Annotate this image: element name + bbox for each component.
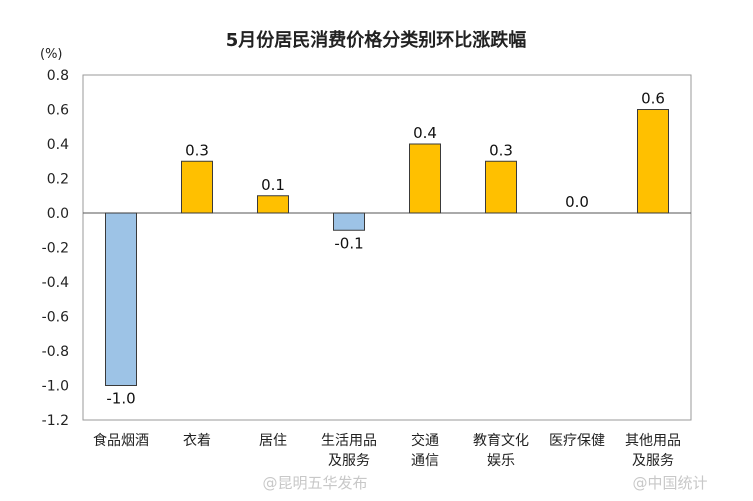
chart-title: 5月份居民消费价格分类别环比涨跌幅	[226, 29, 527, 51]
data-label: -1.0	[106, 390, 135, 408]
watermark: @昆明五华发布	[262, 474, 367, 492]
data-label: 0.3	[185, 141, 209, 159]
y-tick-label: -1.2	[42, 413, 69, 429]
y-tick-label: 0.0	[47, 206, 69, 222]
y-tick-label: 0.8	[47, 68, 69, 84]
bar	[181, 160, 213, 214]
x-tick-label: 教育文化	[473, 433, 529, 449]
x-tick-label: 食品烟酒	[93, 432, 149, 449]
x-tick-label: 医疗保健	[549, 433, 605, 449]
y-tick-label: -0.6	[42, 310, 69, 326]
x-tick-label: 及服务	[632, 453, 674, 469]
y-tick-label: -0.4	[42, 275, 69, 291]
data-label: 0.1	[261, 176, 285, 194]
data-label: 0.4	[413, 124, 437, 142]
bar	[105, 212, 137, 386]
plot-area	[82, 74, 692, 421]
bar	[485, 160, 517, 214]
bars	[105, 109, 669, 386]
y-tick-label: -1.0	[42, 379, 69, 395]
bar	[257, 195, 289, 214]
y-tick-label: 0.2	[47, 172, 69, 188]
bar	[409, 143, 441, 214]
x-tick-label: 生活用品	[321, 433, 377, 449]
x-tick-label: 其他用品	[625, 433, 681, 449]
unit-label: (%)	[40, 47, 63, 62]
y-tick-label: -0.8	[42, 344, 69, 360]
y-tick-label: -0.2	[42, 241, 69, 257]
data-labels: -1.0 0.3 0.1 -0.1 0.4 0.3 0.0 0.6	[106, 90, 665, 408]
bar	[333, 212, 365, 231]
bar	[637, 109, 669, 214]
x-tick-label: 交通	[411, 432, 439, 449]
data-label: 0.3	[489, 141, 513, 159]
y-tick-label: 0.4	[47, 137, 69, 153]
watermark: @中国统计	[632, 474, 707, 492]
watermarks: @昆明五华发布 @中国统计	[262, 474, 707, 492]
data-label: 0.6	[641, 90, 665, 108]
x-tick-label: 居住	[259, 433, 287, 449]
data-label: -0.1	[334, 234, 363, 252]
y-tick-label: 0.6	[47, 103, 69, 119]
x-tick-label: 通信	[411, 453, 439, 469]
data-label: 0.0	[565, 193, 589, 211]
x-tick-label: 娱乐	[487, 453, 515, 469]
x-tick-label: 衣着	[183, 433, 211, 449]
x-tick-label: 及服务	[328, 453, 370, 469]
y-axis: 0.8 0.6 0.4 0.2 0.0 -0.2 -0.4 -0.6 -0.8 -1.0 -1.2	[42, 68, 69, 429]
